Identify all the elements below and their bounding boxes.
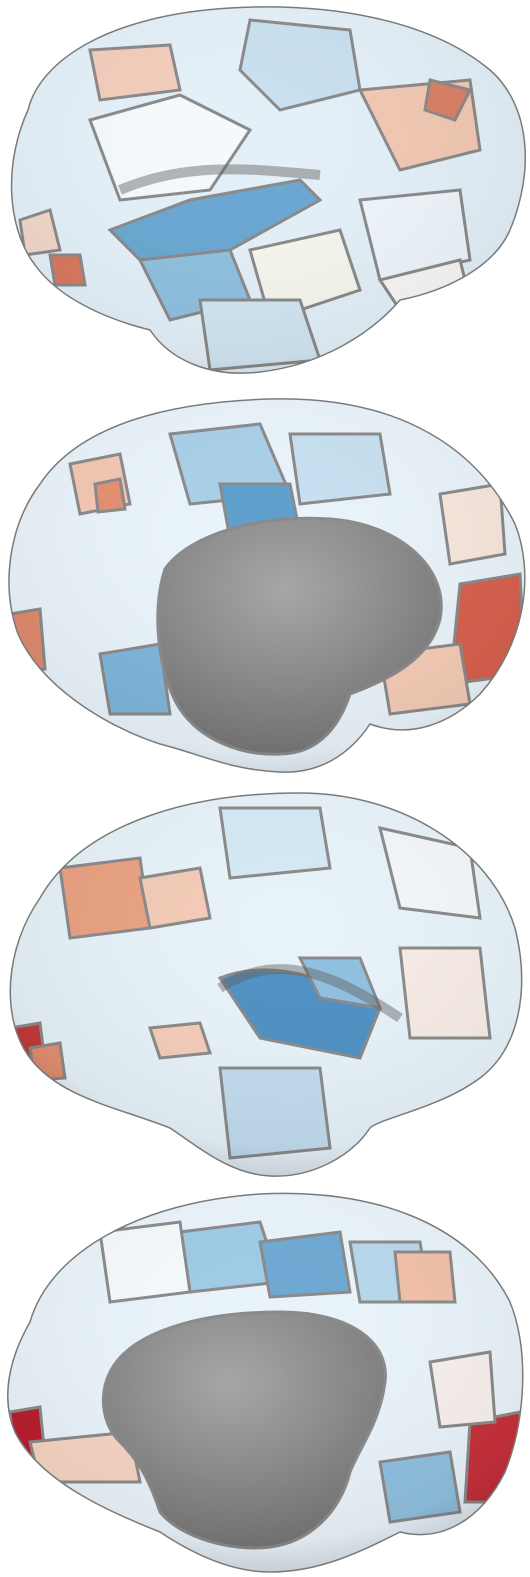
- brain-surface-right-medial: [0, 1182, 530, 1576]
- brain-view-right-lateral: [0, 788, 530, 1182]
- brain-surface-left-medial: [0, 394, 530, 788]
- brain-view-left-medial: [0, 394, 530, 788]
- brain-view-right-medial: [0, 1182, 530, 1576]
- brain-surface-left-lateral: [0, 0, 530, 394]
- brain-surface-right-lateral: [0, 788, 530, 1182]
- brain-view-left-lateral: [0, 0, 530, 394]
